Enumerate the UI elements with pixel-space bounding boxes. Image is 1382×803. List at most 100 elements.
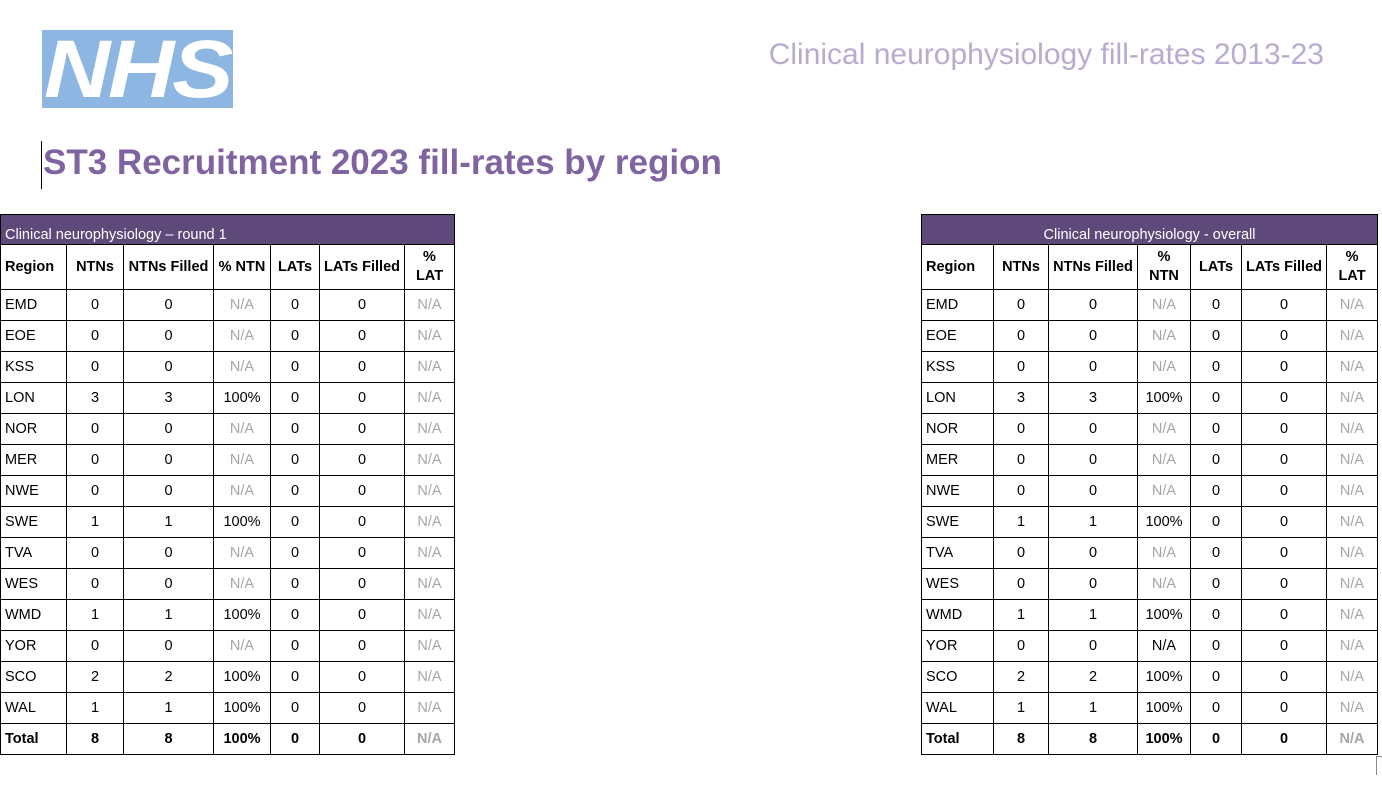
value-cell: 0 (1190, 537, 1242, 569)
value-cell: 0 (319, 692, 405, 724)
value-cell: 0 (1241, 568, 1327, 600)
table-row: LON 3 3 100% 0 0 N/A (0, 382, 455, 414)
value-cell: N/A (404, 475, 455, 507)
value-cell: N/A (1325, 506, 1379, 538)
value-cell: 1 (993, 692, 1049, 724)
value-cell: 0 (993, 537, 1049, 569)
table-row: KSS 0 0 N/A 0 0 N/A (0, 351, 455, 383)
value-cell: 0 (319, 661, 405, 693)
value-cell: N/A (1325, 661, 1379, 693)
value-cell: 0 (319, 723, 405, 755)
value-cell: 0 (993, 351, 1049, 383)
value-cell: 100% (1137, 661, 1191, 693)
value-cell: N/A (404, 599, 455, 631)
value-cell: 0 (66, 630, 124, 662)
column-header: NTNs (66, 244, 124, 290)
value-cell: 0 (123, 413, 214, 445)
value-cell: 0 (1241, 723, 1327, 755)
value-cell: 1 (66, 692, 124, 724)
value-cell: 0 (1190, 351, 1242, 383)
value-cell: 0 (1190, 413, 1242, 445)
value-cell: 0 (123, 475, 214, 507)
value-cell: 0 (1048, 630, 1138, 662)
column-header: % LAT (404, 244, 455, 290)
region-cell: SCO (921, 661, 994, 693)
value-cell: 0 (319, 413, 405, 445)
column-header: LATs (1190, 244, 1242, 290)
column-header: LATs Filled (1241, 244, 1327, 290)
value-cell: 1 (1048, 599, 1138, 631)
value-cell: N/A (1325, 289, 1379, 321)
value-cell: 0 (319, 382, 405, 414)
table-row: NWE 0 0 N/A 0 0 N/A (0, 475, 455, 507)
value-cell: 0 (66, 289, 124, 321)
value-cell: 0 (1190, 599, 1242, 631)
total-row: Total 8 8 100% 0 0 N/A (921, 723, 1379, 755)
value-cell: N/A (1325, 630, 1379, 662)
value-cell: 0 (270, 661, 320, 693)
region-cell: EMD (921, 289, 994, 321)
table-row: SCO 2 2 100% 0 0 N/A (0, 661, 455, 693)
value-cell: 0 (1241, 506, 1327, 538)
value-cell: 0 (1241, 320, 1327, 352)
value-cell: 0 (1241, 692, 1327, 724)
value-cell: N/A (1137, 568, 1191, 600)
value-cell: N/A (404, 351, 455, 383)
value-cell: N/A (1325, 723, 1379, 755)
value-cell: 0 (1190, 661, 1242, 693)
value-cell: N/A (1325, 320, 1379, 352)
value-cell: N/A (404, 382, 455, 414)
value-cell: 0 (319, 475, 405, 507)
table-row: WES 0 0 N/A 0 0 N/A (0, 568, 455, 600)
column-header: % LAT (1325, 244, 1379, 290)
value-cell: 0 (123, 444, 214, 476)
table-row: TVA 0 0 N/A 0 0 N/A (0, 537, 455, 569)
value-cell: 0 (123, 289, 214, 321)
region-cell: EMD (0, 289, 67, 321)
value-cell: N/A (404, 661, 455, 693)
value-cell: N/A (404, 630, 455, 662)
region-cell: NWE (0, 475, 67, 507)
value-cell: 0 (1241, 599, 1327, 631)
value-cell: N/A (1325, 475, 1379, 507)
table-row: EOE 0 0 N/A 0 0 N/A (0, 320, 455, 352)
value-cell: 0 (993, 320, 1049, 352)
value-cell: 0 (993, 630, 1049, 662)
region-cell: SWE (0, 506, 67, 538)
table-row: WMD 1 1 100% 0 0 N/A (0, 599, 455, 631)
value-cell: 0 (993, 475, 1049, 507)
value-cell: 1 (1048, 506, 1138, 538)
table-row: NOR 0 0 N/A 0 0 N/A (921, 413, 1379, 445)
value-cell: N/A (213, 413, 271, 445)
value-cell: N/A (404, 692, 455, 724)
value-cell: N/A (404, 537, 455, 569)
value-cell: 0 (1241, 537, 1327, 569)
value-cell: 0 (270, 382, 320, 414)
value-cell: N/A (213, 475, 271, 507)
value-cell: 0 (66, 413, 124, 445)
column-header: NTNs (993, 244, 1049, 290)
value-cell: 3 (123, 382, 214, 414)
table-row: SWE 1 1 100% 0 0 N/A (921, 506, 1379, 538)
value-cell: 8 (66, 723, 124, 755)
table-row: SCO 2 2 100% 0 0 N/A (921, 661, 1379, 693)
value-cell: 0 (993, 413, 1049, 445)
value-cell: 100% (213, 723, 271, 755)
value-cell: 0 (1048, 537, 1138, 569)
value-cell: 0 (993, 444, 1049, 476)
value-cell: N/A (1137, 630, 1191, 662)
value-cell: 0 (1048, 320, 1138, 352)
value-cell: 0 (66, 475, 124, 507)
value-cell: 0 (123, 630, 214, 662)
region-cell: WAL (0, 692, 67, 724)
value-cell: 1 (1048, 692, 1138, 724)
value-cell: 0 (270, 568, 320, 600)
value-cell: 0 (270, 444, 320, 476)
region-cell: YOR (0, 630, 67, 662)
value-cell: N/A (404, 444, 455, 476)
table-row: NOR 0 0 N/A 0 0 N/A (0, 413, 455, 445)
value-cell: 0 (1048, 475, 1138, 507)
column-header: % NTN (1137, 244, 1191, 290)
column-header: Region (0, 244, 67, 290)
value-cell: 0 (319, 351, 405, 383)
